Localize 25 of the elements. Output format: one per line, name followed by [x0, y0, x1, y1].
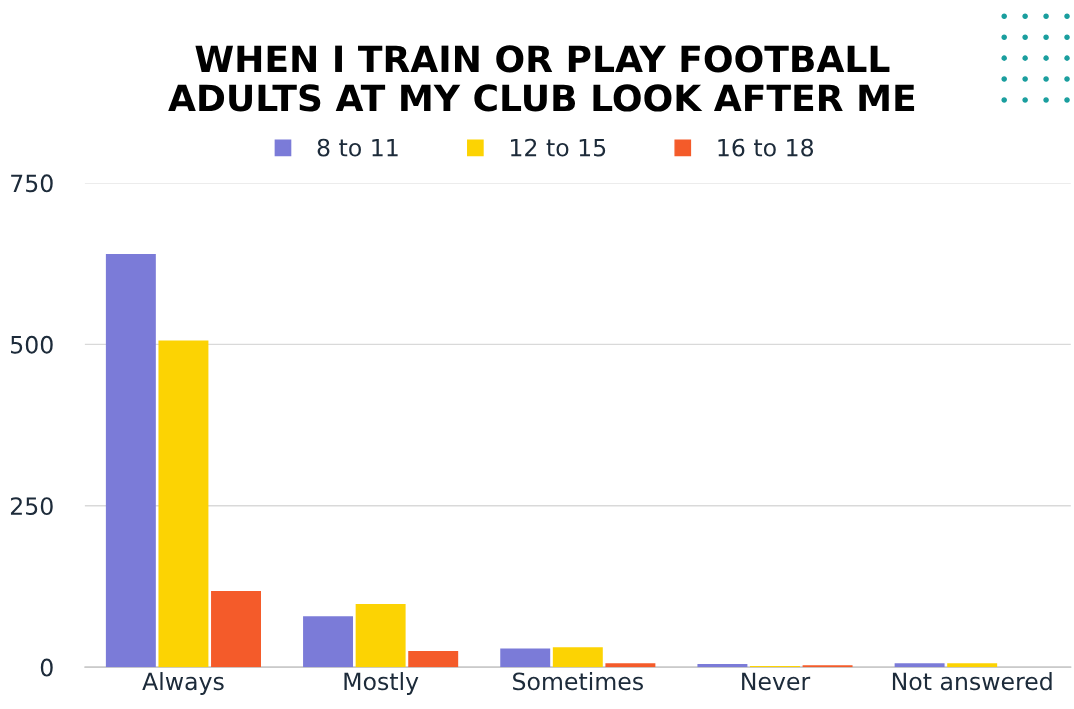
x-tick-label: Never — [742, 672, 811, 691]
bar — [500, 648, 551, 668]
legend-label: 12 to 15 — [511, 138, 606, 157]
bar — [605, 663, 656, 668]
x-tick-label: Not answered — [892, 672, 1052, 691]
bar — [158, 340, 209, 668]
bar — [211, 590, 261, 668]
x-tick-label: Mostly — [344, 672, 419, 695]
bar — [697, 663, 748, 668]
bar — [355, 603, 406, 668]
y-tick-label: 0 — [40, 658, 53, 677]
y-tick-label: 250 — [10, 497, 53, 516]
bar — [947, 663, 998, 668]
x-tick-label: Sometimes — [513, 672, 643, 691]
bar — [894, 663, 945, 668]
chart-title: WHEN I TRAIN OR PLAY FOOTBALL ADULTS AT MY CLUB LOOK AFTER ME — [168, 45, 915, 112]
bar — [105, 253, 156, 668]
x-tick-label: Always — [142, 672, 224, 695]
legend-label: 16 to 18 — [718, 138, 814, 157]
legend-label: 8 to 11 — [317, 138, 398, 157]
y-tick-label: 500 — [11, 335, 53, 354]
bar — [408, 651, 459, 668]
bar — [303, 616, 354, 668]
y-tick-label: 750 — [11, 174, 53, 193]
bar — [552, 647, 603, 668]
